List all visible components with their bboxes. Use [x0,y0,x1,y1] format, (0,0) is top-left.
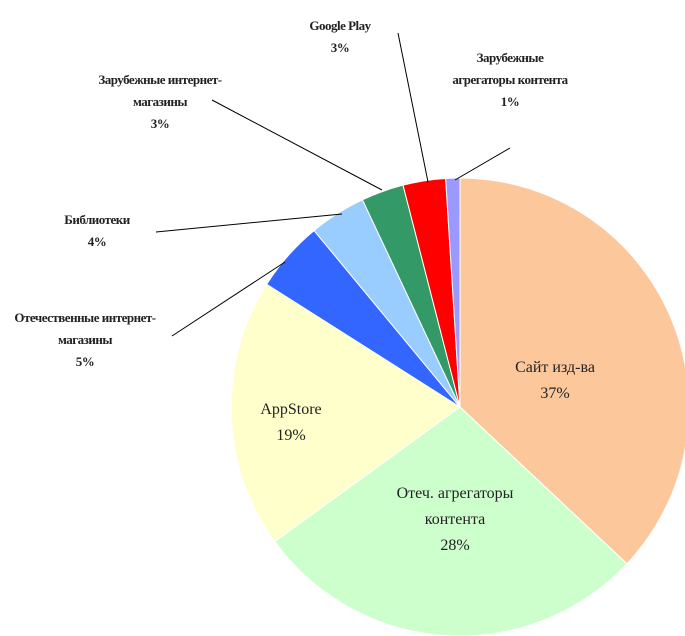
value-label: 3% [330,40,350,55]
value-label: 19% [276,427,306,444]
pie-slice [459,177,685,565]
category-label: Сайт изд-ва [515,359,595,376]
slice-label: Отеч. агрегаторы контента 28% [390,481,520,559]
category-label: Зарубежные интернет-магазины [98,72,222,109]
slice-label: Сайт изд-ва 37% [480,355,630,407]
category-label: Отечественные интернет-магазины [14,310,156,347]
leader-line [454,147,511,181]
category-label: Google Play [309,18,371,33]
leader-line [211,99,383,191]
category-label: Отеч. агрегаторы контента [396,485,514,528]
pie-slice [230,283,461,543]
slice-label: Зарубежные агрегаторы контента 1% [445,47,575,113]
slice-label: Google Play 3% [275,15,405,59]
category-label: Библиотеки [64,212,130,227]
pie-slice [445,177,461,408]
value-label: 28% [440,537,470,554]
leader-line [171,261,286,337]
value-label: 5% [75,354,95,369]
category-label: Зарубежные агрегаторы контента [452,50,568,87]
slice-label: Зарубежные интернет-магазины 3% [95,69,225,135]
value-label: 3% [150,116,170,131]
value-label: 4% [87,234,107,249]
value-label: 37% [540,385,570,402]
slice-label: Библиотеки 4% [37,209,157,253]
category-label: AppStore [260,401,322,418]
slice-label: AppStore 19% [231,397,351,449]
slice-label: Отечественные интернет-магазины 5% [0,307,170,373]
value-label: 1% [500,94,520,109]
leader-line [155,213,343,233]
leader-line [397,32,429,183]
